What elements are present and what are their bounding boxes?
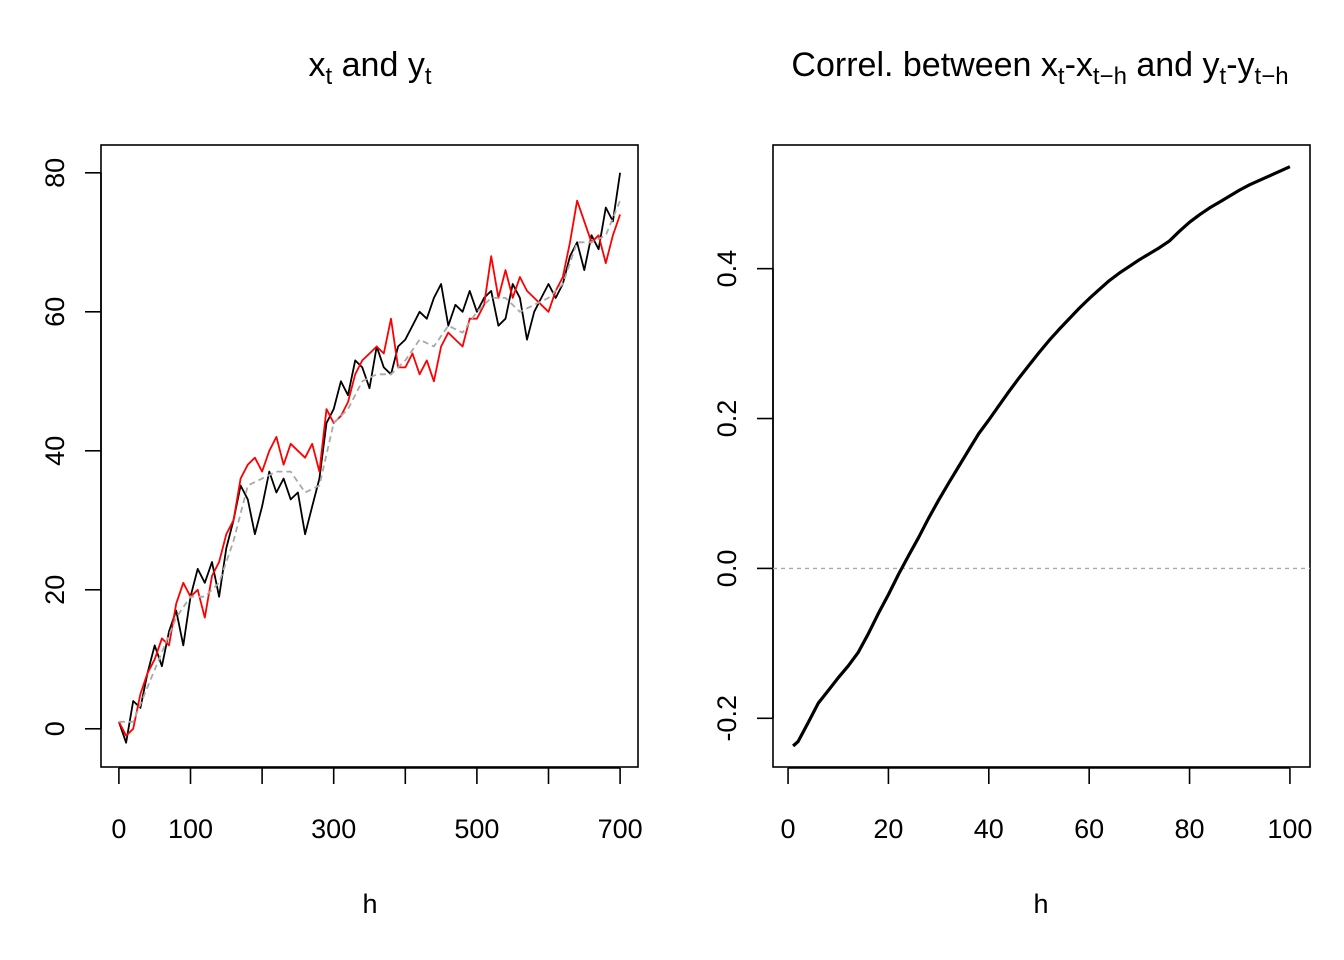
x-tick-label: 100 [168, 814, 213, 844]
left-plot-panel: 0 100 300 500 700 0 20 40 60 80 [40, 144, 643, 844]
y-tick-label: 0.4 [712, 250, 742, 288]
y-tick-label: 40 [40, 436, 70, 466]
y-tick-label: 60 [40, 297, 70, 327]
y-tick-label: -0.2 [712, 695, 742, 742]
series-line-0 [118, 172, 621, 744]
plot-frame [772, 144, 1311, 768]
right-x-axis-label: h [1033, 889, 1048, 919]
x-tick-label: 300 [311, 814, 356, 844]
x-tick-label: 500 [454, 814, 499, 844]
y-tick-label: 20 [40, 575, 70, 605]
plot-frame [100, 144, 639, 768]
x-tick-label: 40 [974, 814, 1004, 844]
y-tick-label: 0 [40, 721, 70, 736]
y-tick-label: 0.2 [712, 400, 742, 438]
x-tick-label: 700 [598, 814, 643, 844]
y-tick-label: 0.0 [712, 550, 742, 588]
y-tick-label: 80 [40, 158, 70, 188]
x-tick-label: 0 [781, 814, 796, 844]
x-tick-label: 0 [111, 814, 126, 844]
left-panel-title: xt and yt [309, 46, 432, 90]
x-tick-label: 100 [1267, 814, 1312, 844]
left-x-axis-label: h [362, 889, 377, 919]
x-tick-label: 60 [1074, 814, 1104, 844]
series-line-2 [118, 200, 621, 723]
x-tick-label: 20 [873, 814, 903, 844]
series-line-0 [792, 165, 1291, 748]
right-plot-panel: 0 20 40 60 80 100 -0.2 0.0 0.2 0.4 [712, 144, 1312, 844]
right-panel-title: Correl. between xt-xt−h and yt-yt−h [791, 46, 1288, 90]
x-tick-label: 80 [1175, 814, 1205, 844]
series-line-1 [118, 199, 621, 737]
